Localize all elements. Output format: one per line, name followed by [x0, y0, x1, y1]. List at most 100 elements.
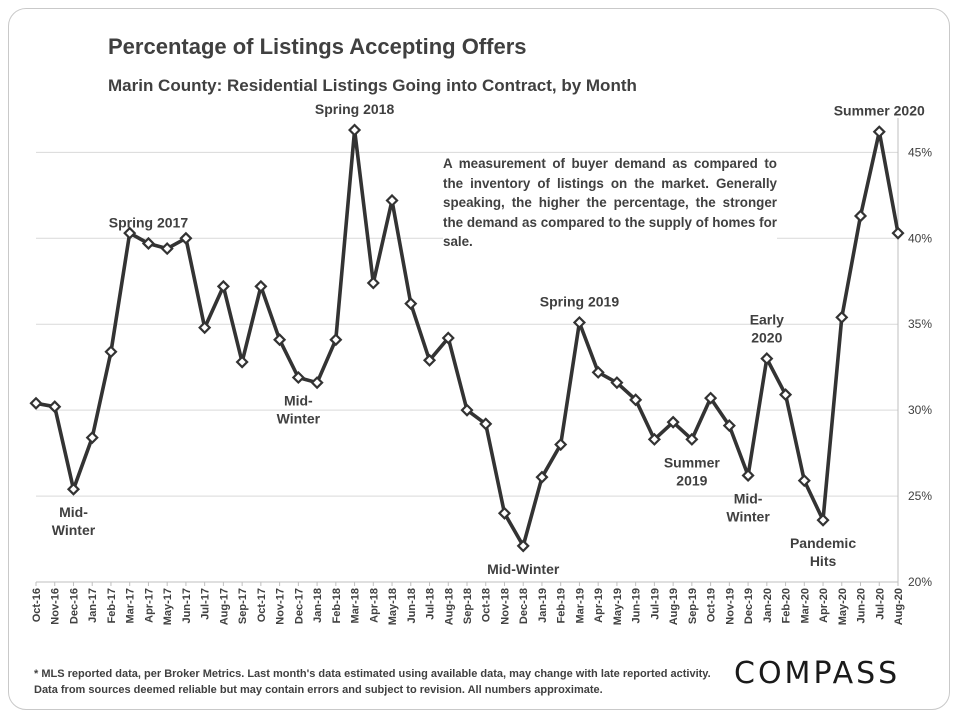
x-tick-label: Aug-20 — [893, 588, 905, 625]
data-point — [179, 231, 193, 245]
data-point — [535, 470, 549, 484]
data-point — [779, 388, 793, 402]
data-point — [554, 437, 568, 452]
annotation-label: Mid-Winter — [726, 490, 770, 524]
data-point — [704, 391, 718, 405]
data-point — [291, 370, 305, 385]
y-tick-label: 25% — [908, 489, 932, 503]
annotation-label: Early 2020 — [750, 312, 784, 346]
x-tick-label: Feb-17 — [106, 588, 118, 623]
data-point — [404, 297, 418, 311]
y-tick-label: 45% — [908, 145, 932, 159]
data-point — [741, 468, 755, 483]
x-tick-label: Apr-19 — [593, 588, 605, 623]
x-tick-label: Mar-20 — [799, 588, 811, 623]
y-tick-label: 30% — [908, 403, 932, 417]
data-series — [29, 123, 905, 553]
data-point — [666, 415, 680, 429]
data-point — [479, 417, 493, 431]
x-tick-label: Feb-20 — [781, 588, 793, 623]
x-tick-label: Dec-16 — [68, 588, 80, 624]
annotation-label: Spring 2017 — [109, 214, 189, 230]
x-tick-label: Aug-19 — [668, 588, 680, 625]
chart-subtitle: Marin County: Residential Listings Going… — [108, 76, 637, 95]
chart-title: Percentage of Listings Accepting Offers — [108, 34, 527, 59]
data-point — [216, 279, 230, 293]
data-point — [497, 506, 512, 520]
x-tick-label: May-20 — [837, 588, 849, 625]
x-tick-label: Oct-19 — [706, 588, 718, 622]
x-tick-label: Nov-16 — [50, 588, 62, 625]
annotation-label: Mid-Winter — [277, 392, 321, 426]
chart-note: A measurement of buyer demand as compare… — [443, 154, 777, 252]
x-tick-label: Feb-18 — [331, 588, 343, 623]
data-point — [48, 400, 62, 414]
footnote: * MLS reported data, per Broker Metrics.… — [34, 668, 711, 696]
x-tick-label: Nov-18 — [499, 588, 511, 625]
x-tick-label: Oct-16 — [31, 588, 43, 622]
x-tick-label: Dec-17 — [293, 588, 305, 624]
data-point — [104, 345, 118, 359]
x-tick-label: Apr-17 — [143, 588, 155, 623]
chart-frame — [8, 8, 950, 710]
x-tick-label: Jan-17 — [87, 588, 99, 623]
data-point — [647, 432, 661, 446]
data-point — [29, 396, 43, 410]
x-tick-label: Sep-19 — [687, 588, 699, 624]
data-point — [385, 193, 399, 208]
data-point — [85, 431, 99, 445]
data-point — [572, 315, 586, 330]
data-point — [310, 376, 324, 390]
x-tick-label: Sep-17 — [237, 588, 249, 624]
x-tick-label: Jan-20 — [762, 588, 774, 623]
x-tick-label: Jul-18 — [425, 588, 437, 620]
x-tick-label: Apr-20 — [818, 588, 830, 623]
y-tick-label: 35% — [908, 317, 932, 331]
x-tick-label: Apr-18 — [368, 588, 380, 623]
x-tick-label: Nov-17 — [275, 588, 287, 625]
annotation-label: Pandemic Hits — [790, 535, 856, 569]
data-point — [66, 482, 81, 496]
x-tick-label: Aug-17 — [218, 588, 230, 625]
annotations: Mid-Winter Spring 2017 Mid-Winter Spring 20… — [52, 101, 925, 577]
x-tick-label: Jun-20 — [856, 588, 868, 623]
x-tick-label: Jan-18 — [312, 588, 324, 623]
annotation-label: Summer 2020 — [834, 103, 925, 119]
x-tick-label: Jul-20 — [874, 588, 886, 620]
data-point — [273, 333, 287, 347]
data-point — [816, 513, 830, 527]
x-tick-label: Jun-17 — [181, 588, 193, 623]
data-point — [516, 539, 530, 553]
data-point — [760, 352, 774, 366]
data-point — [797, 474, 811, 488]
x-tick-label: Mar-18 — [350, 588, 362, 623]
data-point — [853, 209, 868, 223]
y-tick-label: 20% — [908, 575, 932, 589]
x-tick-label: Dec-19 — [743, 588, 755, 624]
data-point — [160, 242, 174, 256]
x-tick-label: Mar-19 — [574, 588, 586, 623]
x-tick-label: Mar-17 — [125, 588, 137, 623]
annotation-label: Spring 2019 — [540, 294, 620, 310]
x-tick-label: Nov-19 — [724, 588, 736, 625]
data-point — [441, 331, 455, 345]
data-point — [254, 279, 268, 293]
data-point — [629, 393, 643, 407]
data-point — [123, 226, 137, 240]
annotation-label: Summer 2019 — [664, 454, 721, 488]
data-point — [835, 310, 849, 324]
x-tick-label: May-19 — [612, 588, 624, 625]
x-tick-label: Jun-19 — [631, 588, 643, 623]
data-point — [422, 353, 437, 367]
data-point — [329, 333, 343, 347]
data-point — [348, 123, 362, 137]
data-point — [872, 125, 886, 139]
data-point — [891, 226, 905, 240]
data-point — [722, 419, 736, 433]
data-point — [198, 321, 212, 335]
x-tick-label: Aug-18 — [443, 588, 455, 625]
data-point — [610, 376, 624, 390]
x-tick-label: Feb-19 — [556, 588, 568, 623]
annotation-label: Spring 2018 — [315, 101, 395, 117]
